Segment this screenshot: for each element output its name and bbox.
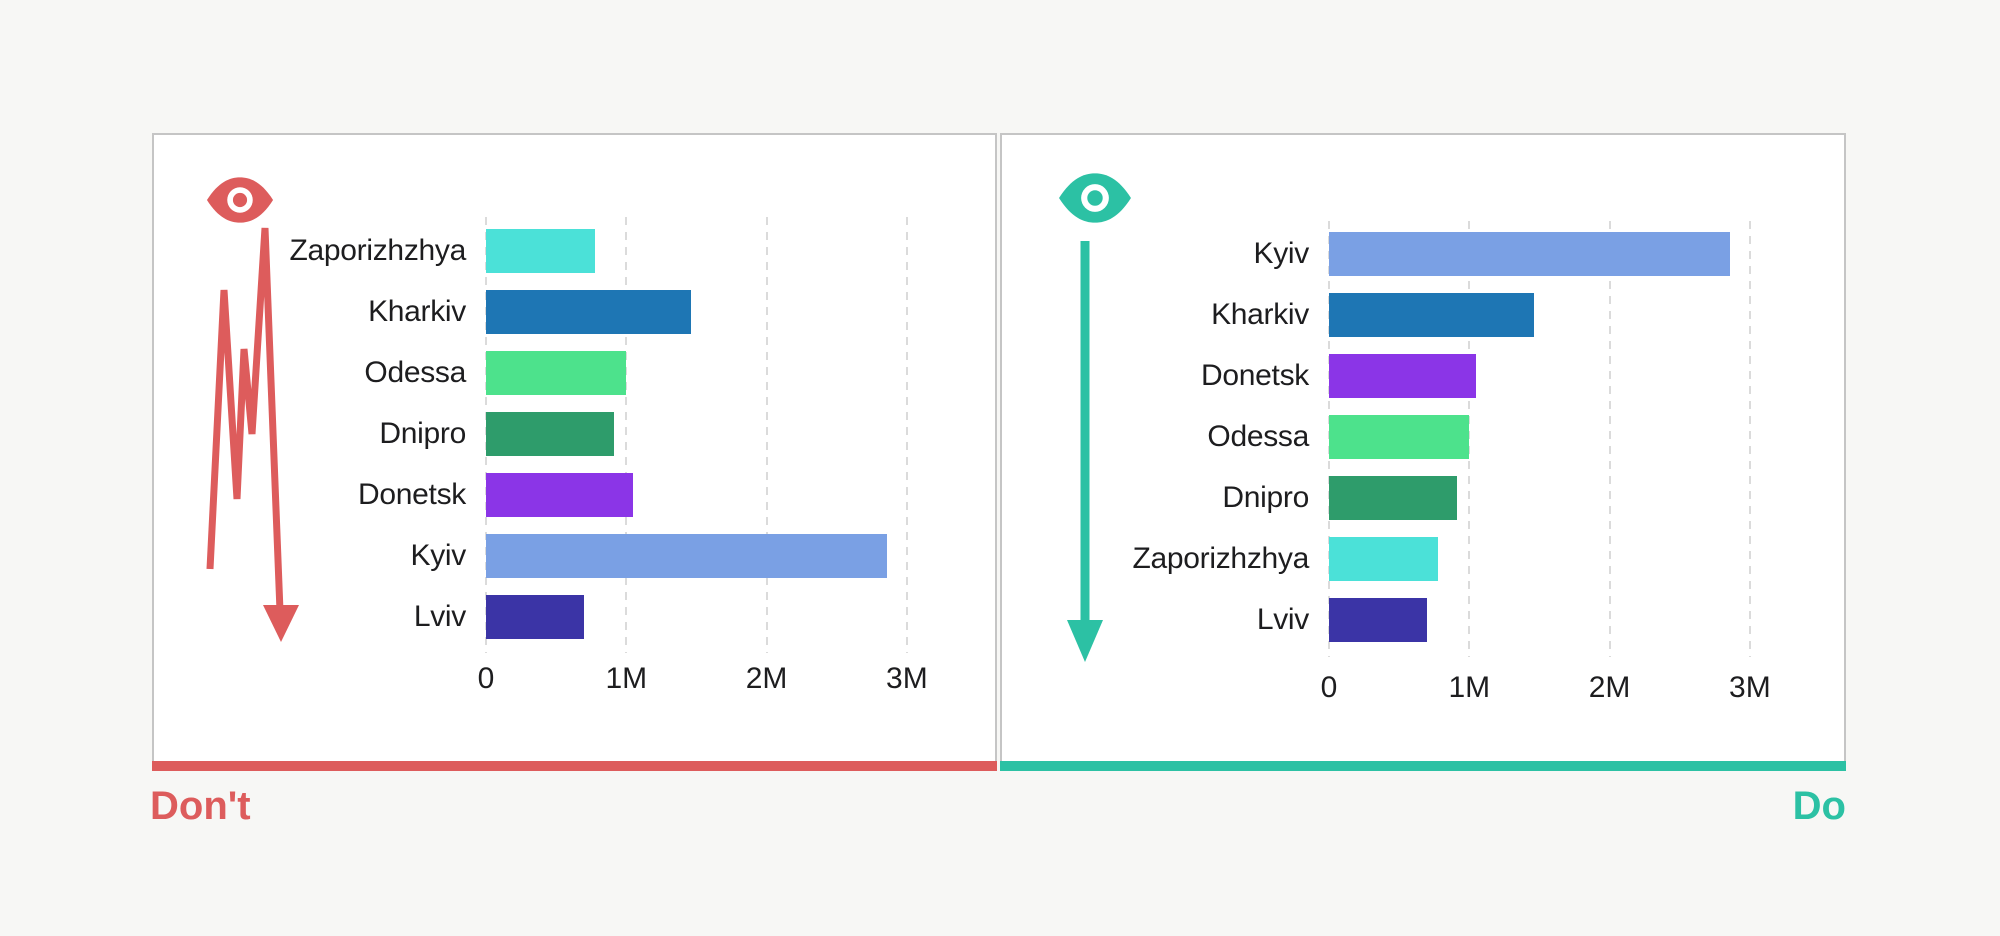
gridline <box>1468 221 1471 657</box>
bar-track <box>1329 537 1799 581</box>
sorted-bar-chart: Kyiv Kharkiv Donetsk Odessa Dnipro Zaporizhzh… <box>1002 135 1844 768</box>
category-label: Lviv <box>413 600 466 633</box>
bar-track <box>486 473 956 517</box>
zigzag-down-arrow-icon <box>206 227 299 642</box>
bar <box>1329 293 1534 337</box>
straight-down-arrow-icon <box>1067 241 1103 662</box>
dont-label: Don't <box>150 784 251 828</box>
axis-tick-label: 0 <box>1320 671 1338 704</box>
bar-row: Lviv <box>154 595 995 639</box>
gridline <box>765 217 768 653</box>
category-label: Donetsk <box>358 478 466 511</box>
axis-tick-label: 2M <box>1588 671 1631 704</box>
axis-ticks: 0 1M 2M 3M <box>1321 671 1799 711</box>
bar-row: Lviv <box>1002 598 1844 642</box>
axis-tick-label: 1M <box>1448 671 1491 704</box>
gridline <box>1608 221 1611 657</box>
bar <box>486 412 614 456</box>
gridline <box>905 217 908 653</box>
bar-row: Kyiv <box>1002 232 1844 276</box>
bar-row: Odessa <box>154 351 995 395</box>
bar-rows: Zaporizhzhya Kharkiv Odessa Dnipro Donetsk Ky… <box>154 229 995 656</box>
category-label: Odessa <box>364 356 466 389</box>
category-label: Kyiv <box>410 539 467 572</box>
bar-row: Donetsk <box>154 473 995 517</box>
axis-tick-label: 1M <box>605 662 648 695</box>
bar-track <box>486 412 956 456</box>
bar <box>1329 415 1470 459</box>
bar <box>486 595 585 639</box>
bar-track <box>1329 293 1799 337</box>
axis-tick-label: 2M <box>745 662 788 695</box>
dont-panel-card: Zaporizhzhya Kharkiv Odessa Dnipro Donetsk Ky… <box>152 133 997 771</box>
bar-row: Donetsk <box>1002 354 1844 398</box>
dont-underline <box>152 761 997 771</box>
bar-track <box>1329 598 1799 642</box>
bar-rows: Kyiv Kharkiv Donetsk Odessa Dnipro Zaporizhzh… <box>1002 232 1844 659</box>
bar <box>486 473 634 517</box>
do-label: Do <box>1792 784 1846 828</box>
bar <box>1329 354 1477 398</box>
category-label: Kyiv <box>1253 237 1310 270</box>
category-label: Dnipro <box>379 417 466 450</box>
category-label: Zaporizhzhya <box>1132 542 1310 575</box>
bar-row: Dnipro <box>1002 476 1844 520</box>
bar <box>486 290 691 334</box>
bar <box>1329 537 1439 581</box>
gridline <box>1748 221 1751 657</box>
category-label: Dnipro <box>1222 481 1309 514</box>
bar-track <box>486 351 956 395</box>
bar-row: Kharkiv <box>1002 293 1844 337</box>
eye-icon <box>206 177 274 223</box>
bar-track <box>486 595 956 639</box>
do-underline <box>1000 761 1846 771</box>
bar <box>1329 232 1731 276</box>
category-label: Donetsk <box>1201 359 1309 392</box>
bar-row: Zaporizhzhya <box>1002 537 1844 581</box>
bar <box>1329 598 1428 642</box>
bar-row: Odessa <box>1002 415 1844 459</box>
bar <box>486 229 596 273</box>
do-panel-card: Kyiv Kharkiv Donetsk Odessa Dnipro Zaporizhzh… <box>1000 133 1846 771</box>
category-label: Zaporizhzhya <box>289 234 467 267</box>
category-label: Kharkiv <box>1211 298 1309 331</box>
gridline <box>625 217 628 653</box>
axis-tick-label: 3M <box>1729 671 1771 704</box>
axis-tick-label: 3M <box>886 662 928 695</box>
axis-ticks: 0 1M 2M 3M <box>478 662 956 702</box>
bar <box>486 534 888 578</box>
bar-track <box>1329 354 1799 398</box>
bar-row: Kharkiv <box>154 290 995 334</box>
unsorted-bar-chart: Zaporizhzhya Kharkiv Odessa Dnipro Donetsk Ky… <box>154 135 995 768</box>
category-label: Lviv <box>1256 603 1309 636</box>
bar-track <box>486 290 956 334</box>
bar-row: Zaporizhzhya <box>154 229 995 273</box>
axis-tick-label: 0 <box>477 662 495 695</box>
bar <box>486 351 627 395</box>
category-label: Odessa <box>1207 420 1309 453</box>
bar-row: Dnipro <box>154 412 995 456</box>
category-label: Kharkiv <box>368 295 466 328</box>
bar-row: Kyiv <box>154 534 995 578</box>
bar <box>1329 476 1457 520</box>
bar-track <box>1329 476 1799 520</box>
bar-track <box>1329 232 1799 276</box>
eye-icon <box>1059 173 1131 223</box>
bar-track <box>486 229 956 273</box>
bar-track <box>1329 415 1799 459</box>
bar-track <box>486 534 956 578</box>
